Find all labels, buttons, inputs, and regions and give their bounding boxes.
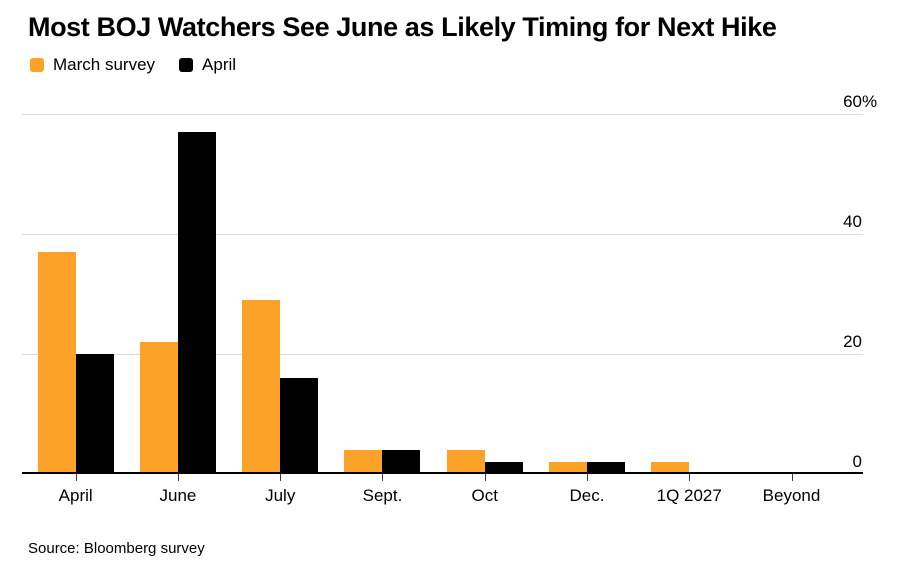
x-tick-oct [484, 474, 486, 481]
x-axis-label-dec: Dec. [569, 486, 605, 505]
y-axis-label-20: 20 [843, 332, 862, 351]
y-axis-label-60: 60% [843, 92, 878, 111]
bar-april-april [75, 354, 114, 474]
x-axis-label-1q-2027: 1Q 2027 [656, 486, 722, 505]
x-tick-beyond [791, 474, 793, 481]
gridline-20 [22, 354, 863, 355]
legend-swatch-march-survey [30, 58, 44, 72]
percent-sign: % [862, 92, 878, 111]
x-tick-sept [382, 474, 384, 481]
source-attribution: Source: Bloomberg survey [28, 540, 205, 557]
legend-item-march-survey: March survey [30, 55, 155, 75]
x-tick-april [75, 474, 77, 481]
y-axis-label-0: 0 [852, 452, 862, 471]
gridline-40 [22, 234, 863, 235]
x-tick-1q-2027 [689, 474, 691, 481]
legend-label-april: April [202, 55, 237, 74]
y-axis-label-40: 40 [843, 212, 862, 231]
x-tick-july [280, 474, 282, 481]
gridline-60 [22, 114, 863, 115]
legend: March survey April [30, 55, 236, 75]
legend-label-march-survey: March survey [53, 55, 156, 74]
bar-april-sept [382, 450, 421, 474]
x-tick-dec [587, 474, 588, 481]
legend-swatch-april [179, 58, 194, 72]
legend-item-april: April [179, 55, 236, 75]
chart-title: Most BOJ Watchers See June as Likely Tim… [28, 12, 777, 42]
bar-march-survey-july [242, 300, 281, 474]
bar-march-survey-oct [446, 450, 485, 474]
x-axis-label-april: April [58, 486, 93, 505]
bar-march-survey-april [37, 252, 76, 474]
x-axis-label-oct: Oct [471, 486, 498, 505]
x-axis-label-july: July [265, 486, 296, 505]
x-tick-june [177, 474, 179, 481]
bar-march-survey-1q-2027 [651, 462, 690, 474]
bar-april-july [280, 378, 319, 474]
x-axis-label-sept: Sept. [362, 486, 403, 505]
bar-april-june [177, 132, 216, 474]
bar-april-oct [484, 462, 523, 474]
bar-april-dec [587, 462, 625, 474]
bar-march-survey-dec [549, 462, 587, 474]
bar-march-survey-sept [344, 450, 383, 474]
bar-march-survey-june [139, 342, 178, 474]
x-axis-line [22, 472, 863, 474]
x-axis-label-beyond: Beyond [762, 486, 821, 505]
x-axis-label-june: June [159, 486, 197, 505]
